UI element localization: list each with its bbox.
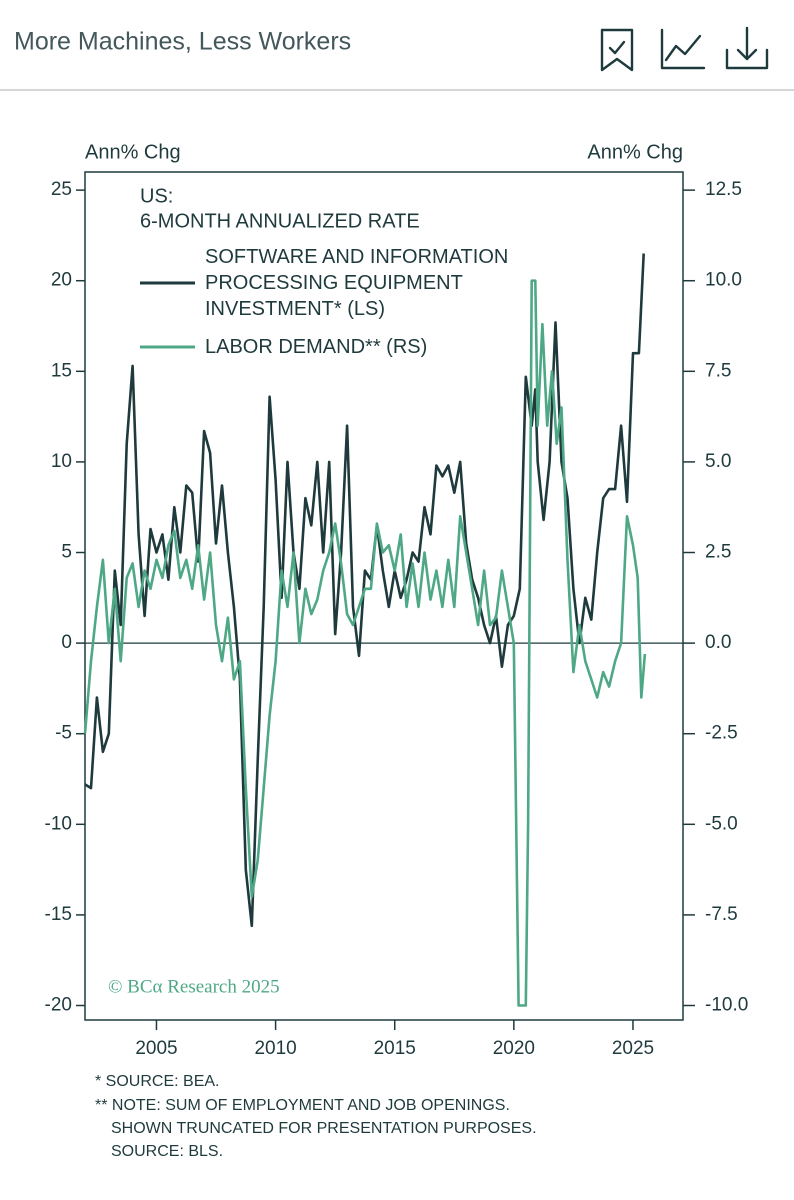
y-tick-label: 20 xyxy=(51,270,72,291)
footnote: SOURCE: BLS. xyxy=(111,1143,223,1160)
y-tick-label: 10 xyxy=(51,451,72,472)
y-tick-label: -15 xyxy=(45,904,72,925)
x-tick-label: 2020 xyxy=(493,1038,535,1059)
plot-frame xyxy=(84,171,684,1021)
y2-tick-label: 0.0 xyxy=(705,632,731,653)
legend-label-box: LABOR DEMAND** (RS) xyxy=(205,336,428,358)
x-tick-label: 2025 xyxy=(612,1038,654,1059)
y2-tick-label: -2.5 xyxy=(705,723,738,744)
footnote: * SOURCE: BEA. xyxy=(95,1073,219,1090)
y-tick-label: 0 xyxy=(61,632,72,653)
series-line xyxy=(83,279,647,1007)
x-tick-label: 2015 xyxy=(374,1038,416,1059)
x-tick-label: 2010 xyxy=(254,1038,296,1059)
legend-subtitle: 6-MONTH ANNUALIZED RATE xyxy=(140,210,420,232)
y-tick-label: -5 xyxy=(55,723,72,744)
y2-tick-label: 2.5 xyxy=(705,542,731,563)
y2-tick-label: -10.0 xyxy=(705,995,748,1016)
x-tick-label: 2005 xyxy=(135,1038,177,1059)
y-axis-label: Ann% Chg xyxy=(85,141,181,163)
y2-tick-label: 7.5 xyxy=(705,360,731,381)
y2-tick-label: 10.0 xyxy=(705,270,742,291)
y-tick-label: -10 xyxy=(45,813,72,834)
y-tick-label: 5 xyxy=(61,542,72,563)
bookmark-icon[interactable] xyxy=(600,28,634,72)
legend-label: SOFTWARE AND INFORMATION PROCESSING EQUI… xyxy=(205,246,509,320)
y2-axis-label: Ann% Chg xyxy=(587,141,683,163)
footnote: ** NOTE: SUM OF EMPLOYMENT AND JOB OPENI… xyxy=(95,1097,510,1114)
footnote: SHOWN TRUNCATED FOR PRESENTATION PURPOSE… xyxy=(111,1120,537,1137)
y-tick-label: 15 xyxy=(51,360,72,381)
chart-icon[interactable] xyxy=(660,28,706,70)
y2-tick-label: -5.0 xyxy=(705,813,738,834)
download-icon[interactable] xyxy=(725,26,769,70)
y2-tick-label: -7.5 xyxy=(705,904,738,925)
credit: © BCα Research 2025 xyxy=(108,976,280,997)
legend-title: US: xyxy=(140,185,173,207)
y2-tick-label: 12.5 xyxy=(705,179,742,200)
series-line xyxy=(84,253,645,928)
legend-label-box: SOFTWARE AND INFORMATION PROCESSING EQUI… xyxy=(205,246,509,320)
legend-label: LABOR DEMAND** (RS) xyxy=(205,336,428,358)
y-tick-label: -20 xyxy=(45,995,72,1016)
page-title: More Machines, Less Workers xyxy=(14,28,351,56)
y-tick-label: 25 xyxy=(51,179,72,200)
y2-tick-label: 5.0 xyxy=(705,451,731,472)
